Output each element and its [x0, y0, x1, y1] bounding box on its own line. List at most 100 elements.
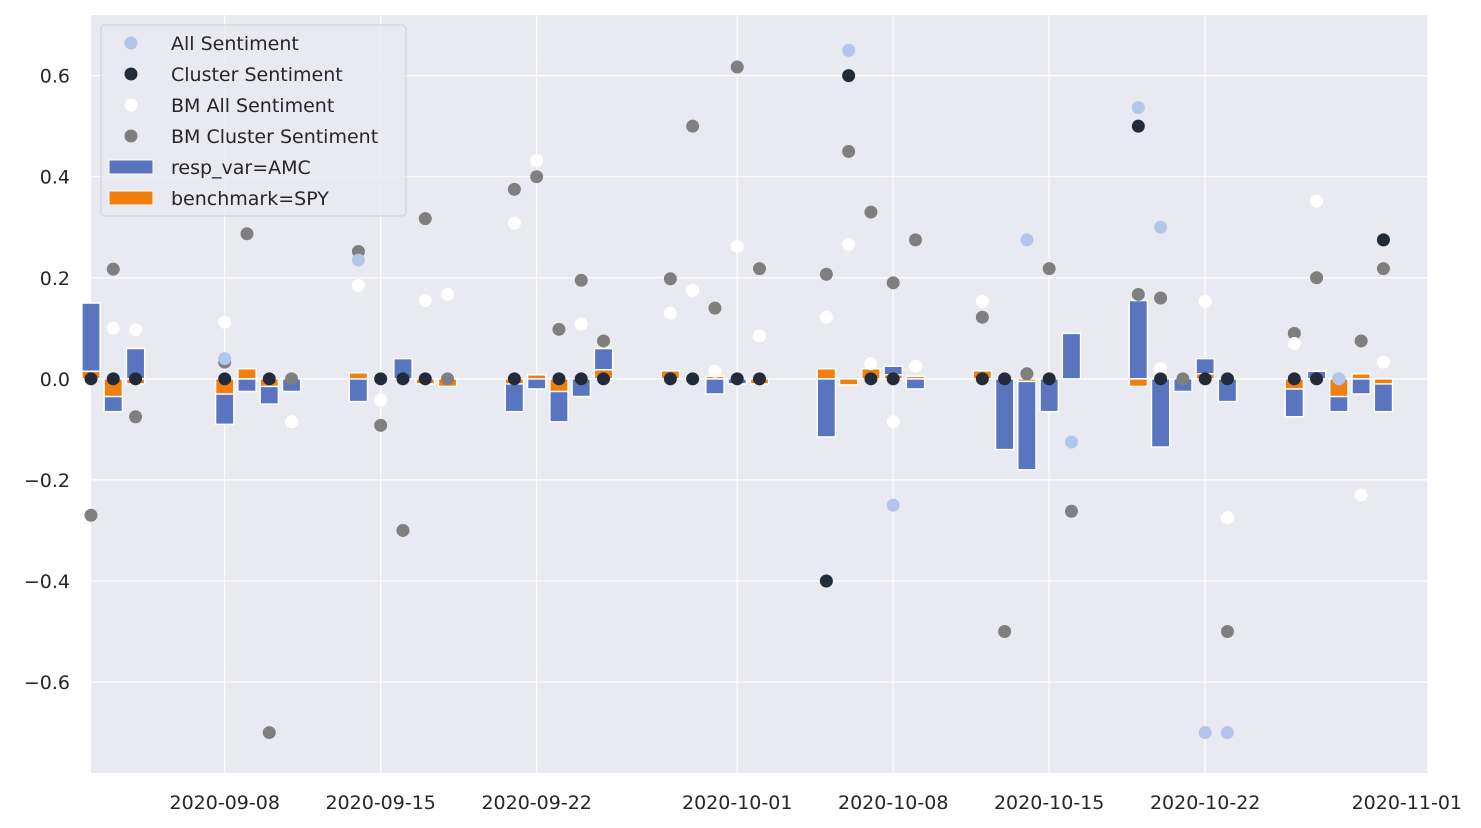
bar-benchmark-spy	[237, 367, 257, 380]
point-bm-all-sentiment	[129, 323, 143, 337]
point-bm-all-sentiment	[753, 329, 766, 343]
point-bm-all-sentiment	[663, 306, 677, 320]
y-tick-label: 0.4	[40, 167, 70, 189]
y-tick-label: 0.2	[40, 268, 70, 290]
bar-resp-var-amc	[816, 378, 837, 438]
point-cluster-sentiment	[262, 372, 276, 386]
point-bm-all-sentiment	[1154, 362, 1168, 376]
point-bm-all-sentiment	[218, 315, 232, 329]
bar-resp-var-amc	[1017, 378, 1037, 471]
bar-resp-var-amc	[526, 378, 547, 390]
point-bm-cluster-sentiment	[262, 726, 276, 740]
point-cluster-sentiment	[507, 372, 521, 386]
point-bm-cluster-sentiment	[819, 267, 833, 281]
legend: All Sentiment Cluster Sentiment BM All Sen…	[100, 24, 407, 217]
point-bm-cluster-sentiment	[441, 372, 455, 386]
point-bm-cluster-sentiment	[908, 233, 922, 247]
legend-patch	[108, 190, 154, 206]
point-bm-cluster-sentiment	[842, 144, 856, 158]
bar-benchmark-spy	[526, 374, 547, 380]
point-bm-cluster-sentiment	[1176, 372, 1190, 386]
x-axis-ticks: 2020-09-08 2020-09-15 2020-09-22 2020-10-01…	[169, 792, 1462, 814]
point-bm-all-sentiment	[1310, 194, 1324, 208]
bar-resp-var-amc	[905, 378, 926, 390]
bar-resp-var-amc	[1351, 378, 1372, 395]
x-tick-label: 2020-09-15	[325, 792, 435, 814]
point-bm-cluster-sentiment	[597, 334, 611, 348]
point-bm-all-sentiment	[574, 317, 588, 331]
point-bm-all-sentiment	[975, 295, 989, 309]
legend-label: BM Cluster Sentiment	[171, 126, 378, 148]
bar-resp-var-amc	[1061, 332, 1082, 380]
point-bm-cluster-sentiment	[686, 119, 700, 133]
point-bm-cluster-sentiment	[396, 523, 410, 537]
point-bm-cluster-sentiment	[1376, 262, 1390, 276]
point-bm-cluster-sentiment	[753, 262, 766, 276]
point-bm-all-sentiment	[886, 415, 900, 429]
point-bm-cluster-sentiment	[975, 310, 989, 324]
point-bm-cluster-sentiment	[1020, 367, 1034, 381]
legend-label: BM All Sentiment	[171, 95, 334, 117]
point-bm-all-sentiment	[686, 283, 700, 297]
y-axis-ticks: 0.6 0.4 0.2 0.0 −0.2 −0.4 −0.6	[24, 66, 70, 694]
legend-marker	[124, 36, 138, 50]
x-tick-label: 2020-10-01	[682, 792, 792, 814]
point-bm-cluster-sentiment	[1220, 625, 1234, 639]
point-all-sentiment	[1332, 372, 1346, 386]
bar-benchmark-spy	[1351, 373, 1372, 380]
point-bm-cluster-sentiment	[418, 212, 432, 226]
bar-benchmark-spy	[1373, 378, 1394, 385]
point-cluster-sentiment	[1287, 372, 1301, 386]
point-bm-cluster-sentiment	[106, 262, 120, 276]
point-bm-all-sentiment	[285, 415, 299, 429]
point-all-sentiment	[842, 43, 856, 57]
x-tick-label: 2020-11-01	[1352, 792, 1462, 814]
point-bm-all-sentiment	[507, 216, 521, 230]
legend-label: All Sentiment	[171, 33, 299, 55]
point-bm-all-sentiment	[1198, 295, 1212, 309]
point-bm-cluster-sentiment	[1131, 287, 1145, 301]
point-all-sentiment	[218, 352, 232, 366]
y-tick-label: −0.4	[24, 571, 70, 593]
point-cluster-sentiment	[864, 372, 878, 386]
x-tick-label: 2020-10-22	[1150, 792, 1260, 814]
point-bm-cluster-sentiment	[663, 272, 677, 286]
bar-resp-var-amc	[237, 378, 257, 393]
point-cluster-sentiment	[129, 372, 143, 386]
point-cluster-sentiment	[1198, 372, 1212, 386]
point-cluster-sentiment	[730, 372, 744, 386]
legend-marker	[124, 98, 138, 112]
point-cluster-sentiment	[975, 372, 989, 386]
point-cluster-sentiment	[1131, 119, 1145, 133]
point-bm-all-sentiment	[908, 359, 922, 373]
bar-resp-var-amc	[81, 302, 101, 380]
point-bm-cluster-sentiment	[129, 410, 143, 424]
bar-resp-var-amc	[1150, 378, 1171, 448]
point-bm-cluster-sentiment	[507, 182, 521, 196]
legend-patch	[108, 159, 154, 175]
point-cluster-sentiment	[819, 574, 833, 588]
bar-resp-var-amc	[994, 378, 1015, 451]
point-bm-cluster-sentiment	[1287, 326, 1301, 340]
point-bm-all-sentiment	[1220, 511, 1234, 525]
bar-benchmark-spy	[838, 378, 859, 386]
point-bm-cluster-sentiment	[708, 301, 722, 315]
point-bm-cluster-sentiment	[84, 508, 98, 522]
point-cluster-sentiment	[597, 372, 611, 386]
point-bm-cluster-sentiment	[730, 60, 744, 74]
y-tick-label: 0.6	[40, 66, 70, 88]
x-tick-label: 2020-09-08	[169, 792, 279, 814]
point-cluster-sentiment	[686, 372, 700, 386]
point-bm-cluster-sentiment	[1064, 504, 1078, 518]
point-cluster-sentiment	[1042, 372, 1056, 386]
point-bm-all-sentiment	[1376, 355, 1390, 369]
point-cluster-sentiment	[552, 372, 566, 386]
point-cluster-sentiment	[84, 372, 98, 386]
point-bm-cluster-sentiment	[240, 227, 254, 241]
point-bm-all-sentiment	[819, 310, 833, 324]
legend-marker	[124, 129, 138, 143]
point-cluster-sentiment	[374, 372, 388, 386]
legend-label: benchmark=SPY	[171, 188, 329, 210]
legend-marker	[124, 67, 138, 81]
point-cluster-sentiment	[1310, 372, 1324, 386]
